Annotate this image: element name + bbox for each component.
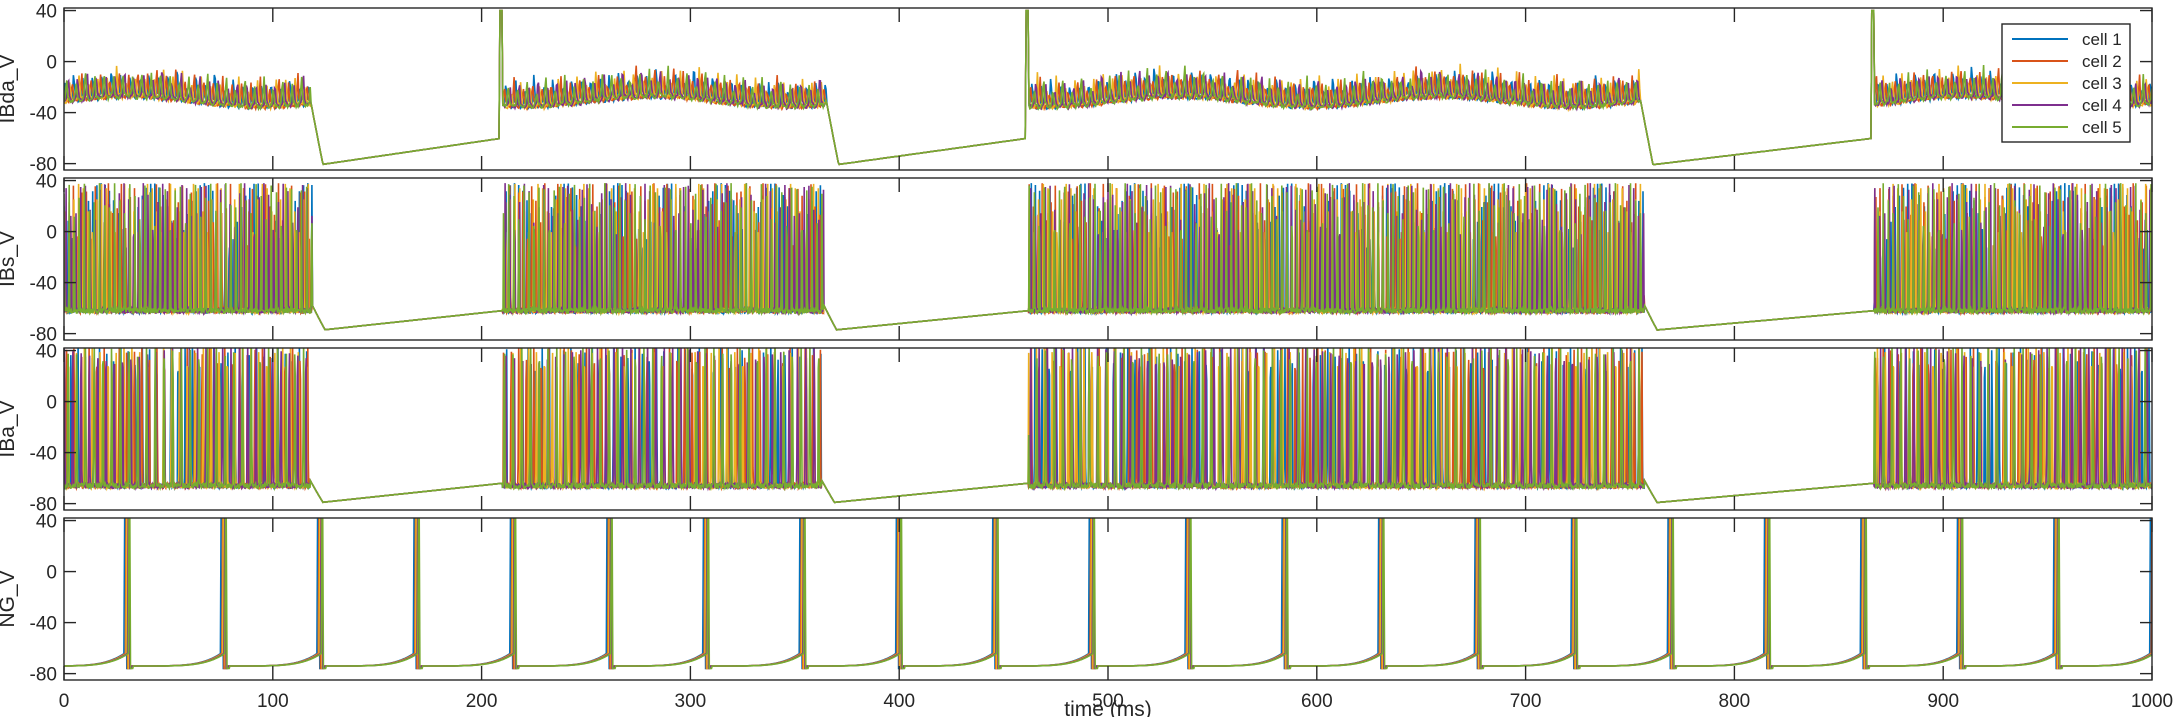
series-line-cell-3-panel-4 [64,518,2152,670]
y-tick-label: -80 [30,155,57,176]
y-tick-label: 0 [46,563,57,584]
x-tick-label: 0 [59,691,70,712]
legend: cell 1 cell 2 cell 3 cell 4 cell 5 [2001,23,2131,143]
series-line-cell-5-panel-3 [64,348,2152,504]
x-axis-label: time (ms) [1064,698,1152,717]
y-tick-label: -40 [30,614,57,635]
series-line-cell-1-panel-4 [64,518,2152,670]
y-tick-label: 0 [46,223,57,244]
legend-label-cell-2: cell 2 [2082,52,2122,71]
y-tick-label: -80 [30,325,57,346]
series-line-cell-5-panel-1 [64,9,2152,166]
y-tick-label: -80 [30,665,57,686]
panel-frame-4 [63,517,2153,681]
legend-label-cell-4: cell 4 [2082,96,2122,115]
series-line-cell-5-panel-2 [64,183,2152,331]
series-line-cell-5-panel-4 [64,518,2152,670]
y-axis-label-panel-2: IBs_V [0,231,19,287]
y-tick-label: 40 [36,342,57,363]
x-tick-label: 700 [1510,691,1542,712]
y-tick-label: -80 [30,495,57,516]
legend-label-cell-3: cell 3 [2082,74,2122,93]
y-tick-label: -40 [30,104,57,125]
x-tick-label: 1000 [2131,691,2173,712]
legend-label-cell-1: cell 1 [2082,30,2122,49]
x-tick-label: 600 [1301,691,1333,712]
y-tick-label: 40 [36,2,57,23]
y-axis-label-panel-4: NG_V [0,570,19,627]
x-tick-label: 800 [1719,691,1751,712]
y-tick-label: 0 [46,393,57,414]
y-tick-label: 40 [36,172,57,193]
y-tick-label: 0 [46,53,57,74]
y-tick-label: -40 [30,274,57,295]
x-tick-label: 900 [1927,691,1959,712]
y-tick-label: 40 [36,512,57,533]
y-axis-label-panel-1: IBda_V [0,55,19,124]
y-tick-label: -40 [30,444,57,465]
x-tick-label: 500 [1092,691,1124,712]
legend-label-cell-5: cell 5 [2082,118,2122,137]
x-tick-label: 200 [466,691,498,712]
series-line-cell-4-panel-4 [64,518,2152,670]
x-tick-label: 100 [257,691,289,712]
series-line-cell-2-panel-4 [64,518,2152,670]
series-line-cell-4-panel-2 [64,183,2152,331]
x-tick-label: 400 [883,691,915,712]
x-tick-label: 300 [675,691,707,712]
y-axis-label-panel-3: IBa_V [0,400,19,457]
